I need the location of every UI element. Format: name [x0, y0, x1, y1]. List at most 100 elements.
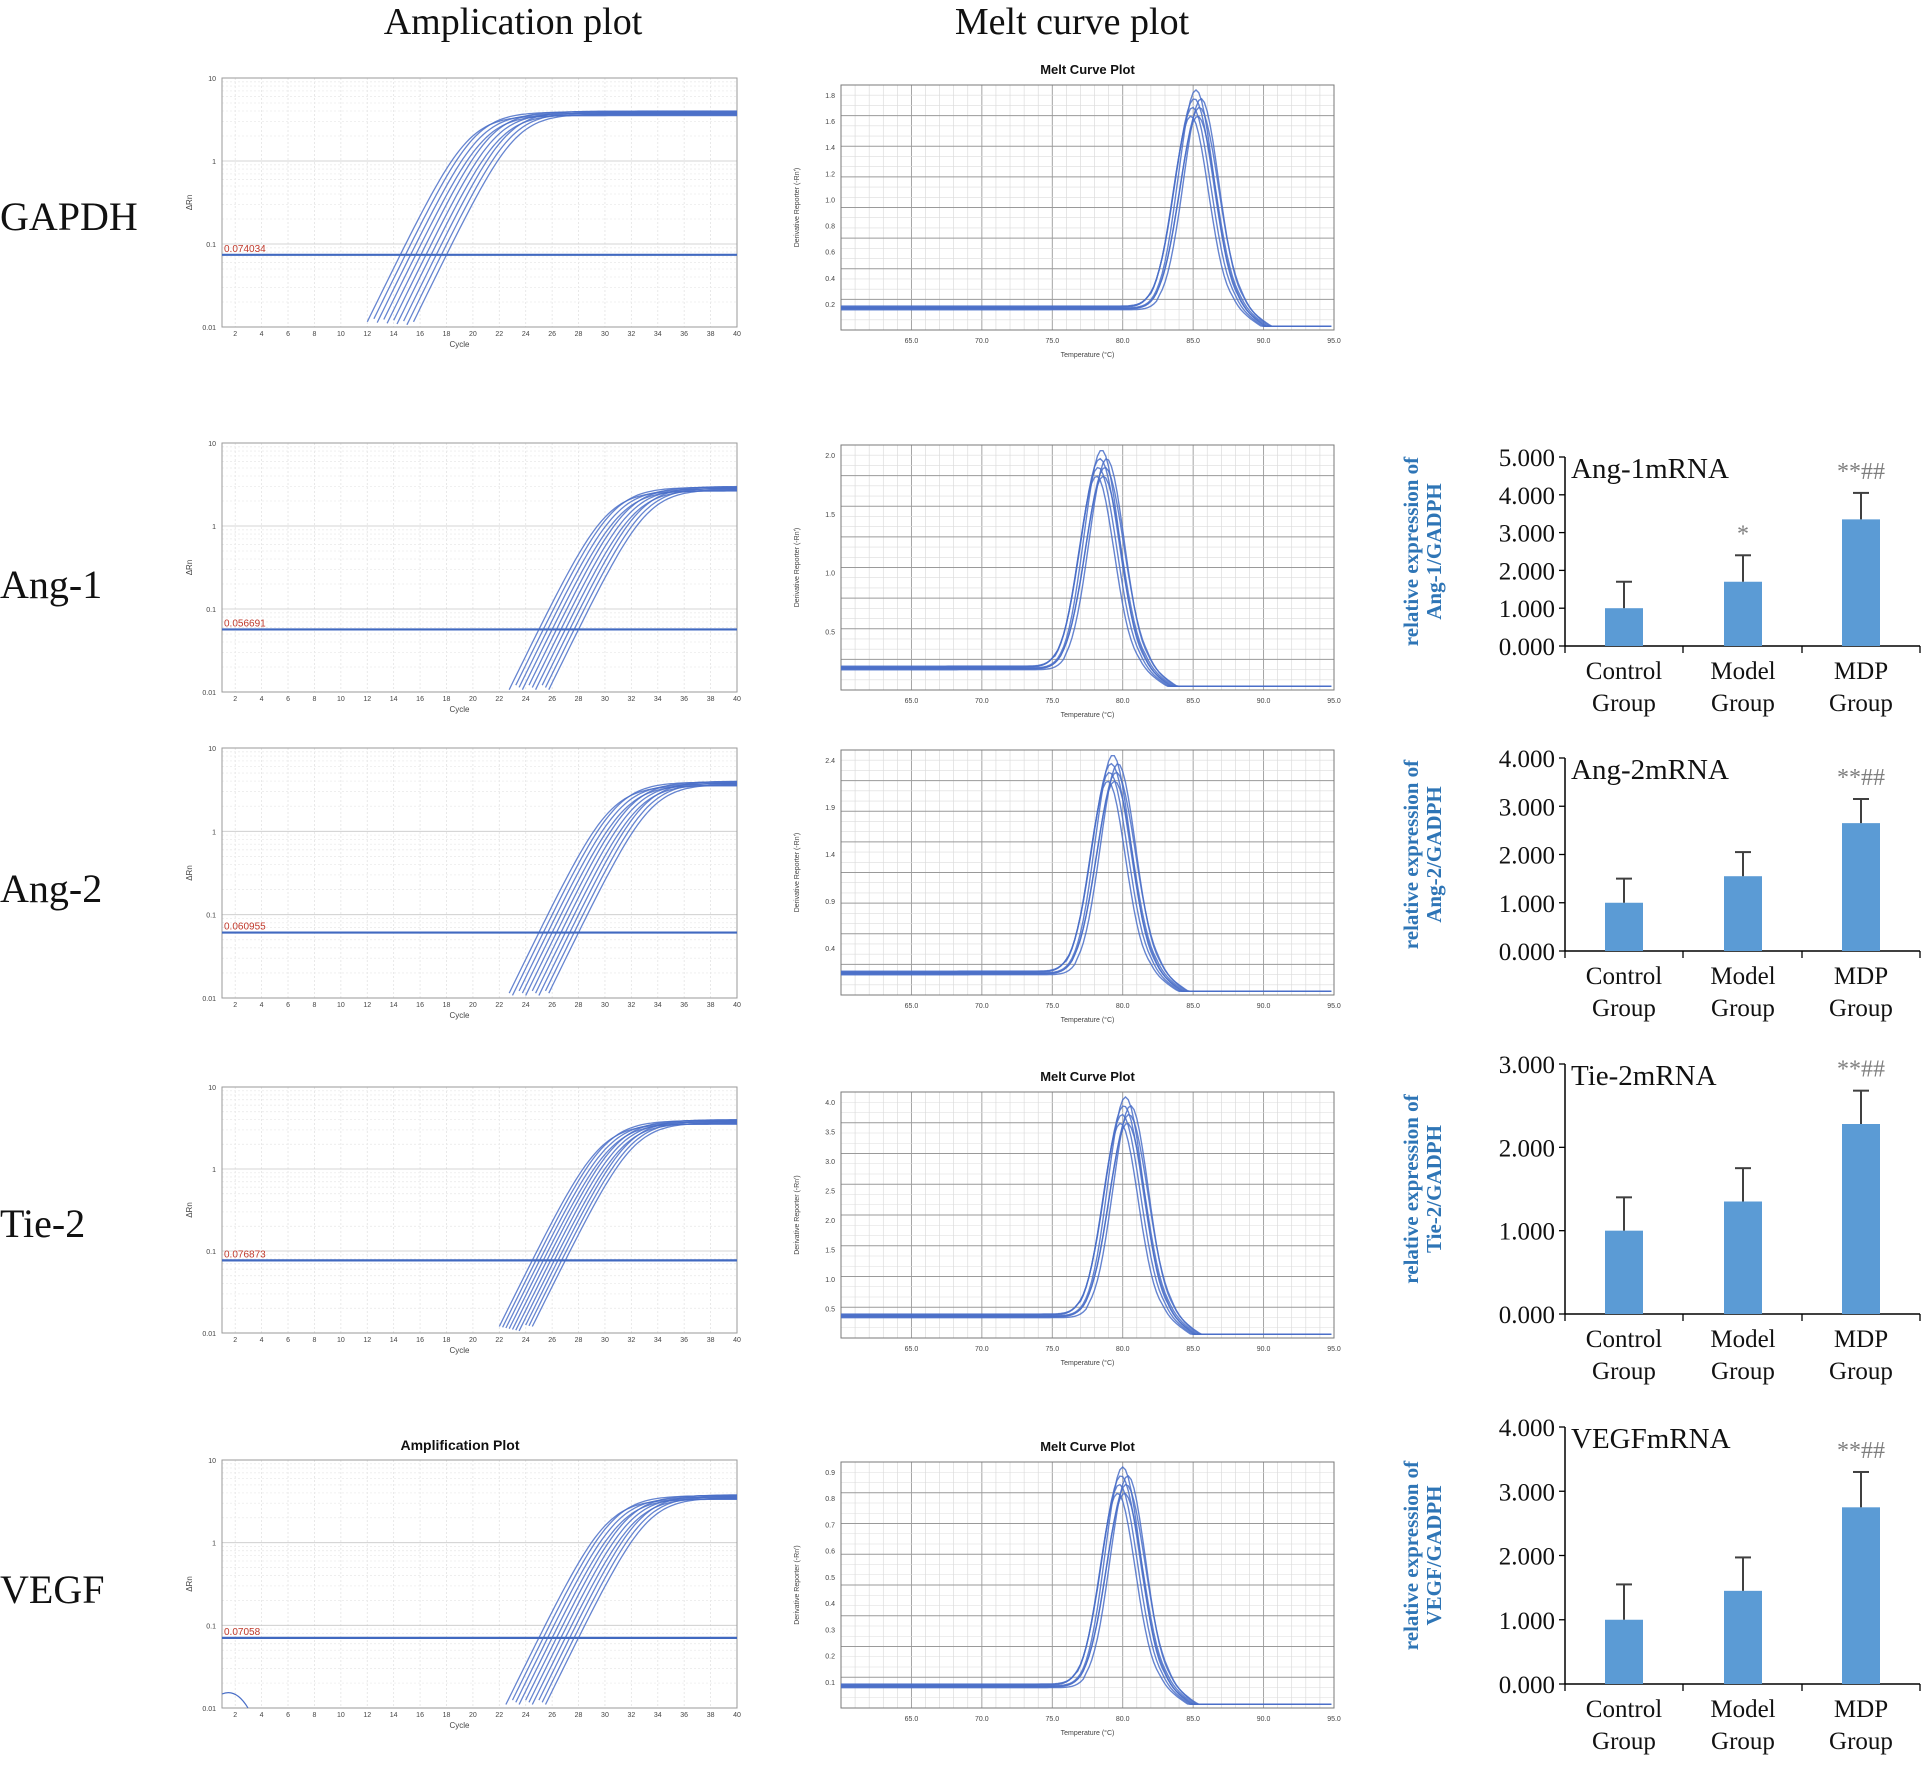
melt-x-tick: 80.0 — [1116, 1716, 1130, 1723]
category-label-line: MDP — [1834, 963, 1888, 990]
y-tick-label: 4.000 — [1499, 746, 1555, 773]
melt-y-tick: 0.5 — [825, 629, 835, 636]
amp-x-tick: 24 — [522, 1002, 530, 1009]
melt-curve — [841, 1096, 1332, 1335]
melt-y-tick: 0.9 — [825, 899, 835, 906]
amp-y-label: ΔRn — [185, 195, 194, 211]
amp-x-tick: 30 — [601, 1712, 609, 1719]
melt-curve — [841, 458, 1332, 687]
bar-y-label-line: Ang-2/GADPH — [1422, 786, 1446, 923]
melt-x-tick: 95.0 — [1327, 1003, 1341, 1010]
amp-x-tick: 16 — [416, 331, 424, 338]
amplification-plot: 2 4 6 8 10 12 14 16 18 20 22 24 26 28 30 32 34 36 38 401010… — [185, 441, 741, 714]
melt-x-tick: 75.0 — [1045, 1716, 1059, 1723]
amp-frame — [221, 1459, 738, 1709]
melt-y-tick: 0.6 — [825, 1549, 835, 1556]
melt-y-tick: 3.5 — [825, 1130, 835, 1137]
threshold-label: 0.07058 — [224, 1627, 261, 1638]
amp-x-tick: 20 — [469, 1002, 477, 1009]
melt-y-tick: 1.0 — [825, 571, 835, 578]
category-label-line: Group — [1711, 690, 1775, 717]
bar-charts-layer: 0.000 1.000 2.000 3.000 4.000 5.000 Ang-1mRNA r… — [1399, 445, 1921, 1755]
category-label: Model Group — [1710, 658, 1775, 717]
melt-x-tick: 75.0 — [1045, 338, 1059, 345]
bar-chart: 0.000 1.000 2.000 3.000 4.000 VEGFmRNA relativ… — [1399, 1415, 1921, 1755]
category-label: MDP Group — [1829, 1696, 1893, 1755]
amp-y-tick: 1 — [212, 159, 216, 166]
amplification-curve — [544, 1497, 738, 1705]
melt-x-tick: 85.0 — [1186, 338, 1200, 345]
y-tick-label: 5.000 — [1499, 445, 1555, 472]
bar-y-label: relative expression ofAng-1/GADPH — [1399, 456, 1446, 646]
melt-y-tick: 0.4 — [825, 276, 835, 283]
category-label-line: Control — [1586, 1326, 1662, 1353]
amp-x-tick: 28 — [575, 1712, 583, 1719]
melt-curve — [841, 115, 1332, 327]
amp-x-tick: 10 — [337, 1002, 345, 1009]
bar — [1724, 1590, 1762, 1684]
melt-y-tick: 1.8 — [825, 93, 835, 100]
melt-x-tick: 70.0 — [975, 698, 989, 705]
melt-curve — [841, 457, 1332, 687]
amp-x-tick: 18 — [443, 1002, 451, 1009]
category-label-line: Group — [1592, 1728, 1656, 1755]
bar-y-label-line: VEGF/GADPH — [1422, 1486, 1446, 1626]
y-tick-label: 3.000 — [1499, 794, 1555, 821]
melt-curve — [841, 1475, 1332, 1705]
bar-y-label-line: relative expression of — [1399, 1460, 1423, 1650]
amplification-curve — [531, 1497, 737, 1705]
melt-title: Melt Curve Plot — [1040, 1069, 1135, 1084]
melt-curve-plot-header: Melt curve plot — [955, 1, 1190, 43]
category-label: MDP Group — [1829, 1326, 1893, 1385]
bar-chart: 0.000 1.000 2.000 3.000 4.000 Ang-2mRNA relati… — [1399, 746, 1921, 1022]
amp-x-tick: 6 — [286, 1712, 290, 1719]
amp-x-tick: 10 — [337, 696, 345, 703]
melt-y-tick: 0.3 — [825, 1627, 835, 1634]
melt-x-tick: 65.0 — [905, 1003, 919, 1010]
amplification-curve — [531, 782, 738, 992]
melt-x-tick: 70.0 — [975, 1003, 989, 1010]
amp-x-tick: 12 — [363, 1712, 371, 1719]
melt-title: Melt Curve Plot — [1040, 62, 1135, 77]
amp-x-tick: 22 — [495, 1337, 503, 1344]
gene-label: Ang-1 — [0, 562, 102, 607]
amp-x-tick: 2 — [233, 696, 237, 703]
category-label-line: Group — [1711, 1358, 1775, 1385]
category-label-line: MDP — [1834, 658, 1888, 685]
amplification-curve — [515, 1120, 737, 1331]
amp-x-tick: 38 — [707, 1337, 715, 1344]
melt-y-tick: 1.0 — [825, 197, 835, 204]
amp-y-tick: 10 — [208, 1085, 216, 1092]
bar-y-label-line: relative expression of — [1399, 759, 1423, 949]
amp-x-tick: 34 — [654, 1337, 662, 1344]
amp-x-tick: 40 — [733, 1002, 741, 1009]
bar — [1605, 608, 1643, 646]
melt-x-tick: 95.0 — [1327, 1346, 1341, 1353]
amp-y-tick: 1 — [212, 829, 216, 836]
y-tick-label: 3.000 — [1499, 521, 1555, 548]
amp-x-tick: 12 — [363, 1002, 371, 1009]
y-tick-label: 1.000 — [1499, 1219, 1555, 1246]
melt-y-tick: 2.0 — [825, 1218, 835, 1225]
amp-x-tick: 32 — [627, 331, 635, 338]
bar — [1605, 1619, 1643, 1684]
melt-y-tick: 1.4 — [825, 852, 835, 859]
bar — [1724, 1201, 1762, 1314]
amp-x-tick: 22 — [495, 331, 503, 338]
amp-x-tick: 38 — [707, 1002, 715, 1009]
melt-y-tick: 0.4 — [825, 946, 835, 953]
amp-x-tick: 20 — [469, 1712, 477, 1719]
category-label: Control Group — [1586, 963, 1662, 1022]
amp-x-tick: 10 — [337, 1337, 345, 1344]
amp-x-tick: 38 — [707, 1712, 715, 1719]
amplification-curve — [544, 487, 738, 688]
amplification-curve — [531, 487, 737, 688]
threshold-label: 0.076873 — [224, 1249, 266, 1260]
melt-y-tick: 2.0 — [825, 453, 835, 460]
amplification-plot: 2 4 6 8 10 12 14 16 18 20 22 24 26 28 30 32 34 36 38 401010… — [185, 746, 741, 1020]
category-label-line: MDP — [1834, 1696, 1888, 1723]
category-label-line: Group — [1829, 995, 1893, 1022]
category-label: Model Group — [1710, 963, 1775, 1022]
amp-x-tick: 22 — [495, 1002, 503, 1009]
threshold-label: 0.074034 — [224, 244, 266, 255]
